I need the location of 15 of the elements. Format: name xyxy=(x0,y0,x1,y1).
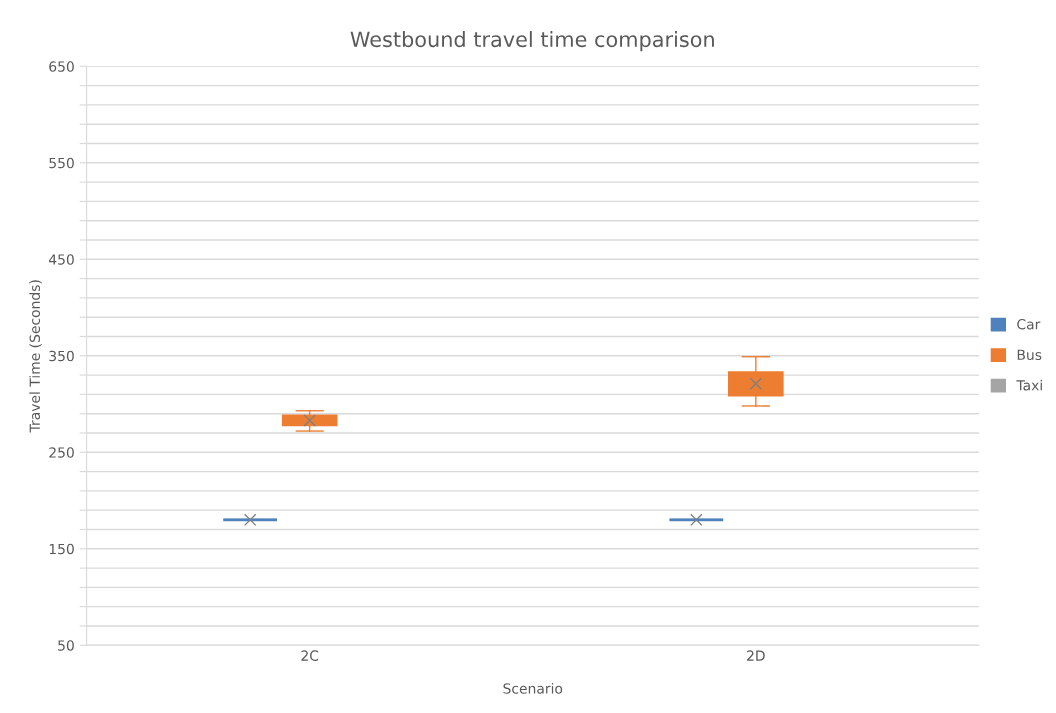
legend-label: Car xyxy=(1017,318,1041,330)
x-axis-title: Scenario xyxy=(503,683,563,694)
y-tick-label: 250 xyxy=(49,447,74,458)
legend-label: Bus xyxy=(1017,349,1042,361)
legend-label: Taxi xyxy=(1016,379,1042,391)
y-tick-label: 550 xyxy=(49,157,74,169)
y-tick-label: 150 xyxy=(49,543,74,555)
x-tick-label: 2C xyxy=(301,650,319,661)
chart-title: Westbound travel time comparison xyxy=(350,31,714,52)
x-tick-label: 2D xyxy=(747,650,765,661)
y-tick-label: 50 xyxy=(58,640,74,651)
y-axis-title: Travel Time (Seconds) xyxy=(29,280,42,433)
y-tick-label: 350 xyxy=(49,350,74,362)
y-tick-label: 650 xyxy=(49,61,74,72)
y-tick-label: 450 xyxy=(48,254,74,265)
